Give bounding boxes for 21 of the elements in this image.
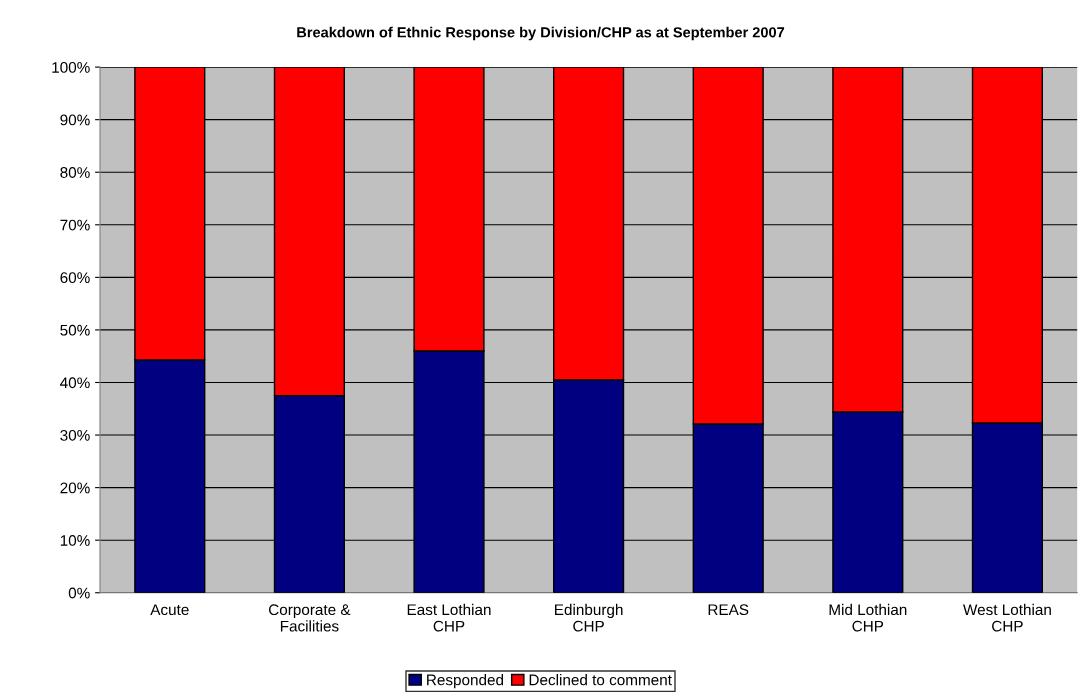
x-tick-label: East Lothian CHP	[407, 603, 491, 632]
x-tick-label: Corporate & Facilities	[268, 604, 351, 632]
y-tick-label: 20%	[60, 482, 90, 494]
x-tick-label: West Lothian CHP	[963, 603, 1051, 632]
y-tick-label: 80%	[60, 167, 90, 178]
chart-title: Breakdown of Ethnic Response by Division/CHP as at September 2007	[297, 26, 785, 41]
y-tick-label: 100%	[52, 61, 90, 73]
legend-label: Responded	[427, 674, 504, 689]
y-tick-label: 30%	[60, 429, 90, 441]
legend-label: Declined to comment	[529, 674, 672, 686]
x-tick-label: Mid Lothian CHP	[829, 603, 907, 632]
y-tick-label: 40%	[60, 377, 90, 389]
y-tick-label: 0%	[68, 587, 90, 599]
x-tick-label: Acute	[150, 604, 189, 616]
y-tick-label: 90%	[60, 114, 90, 126]
y-tick-label: 50%	[60, 324, 90, 336]
x-tick-label: REAS	[708, 604, 749, 616]
y-tick-label: 10%	[60, 535, 90, 546]
x-tick-label: Edinburgh CHP	[555, 603, 623, 632]
y-tick-label: 70%	[60, 219, 90, 231]
y-tick-label: 60%	[60, 272, 90, 284]
